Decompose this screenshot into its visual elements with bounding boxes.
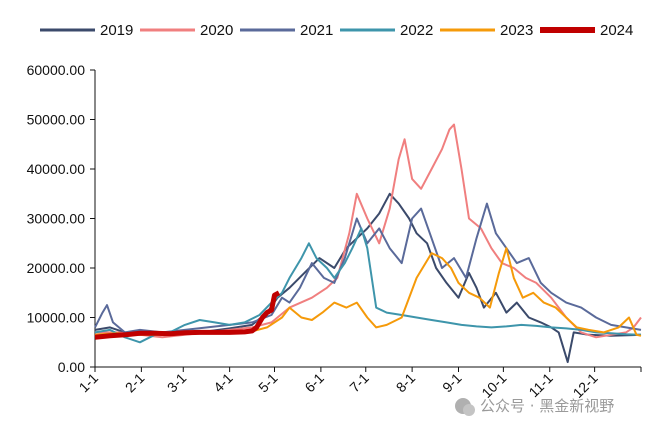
legend: 2019 2020 2021 2022 2023 2024 <box>40 22 633 39</box>
y-tick-label: 50000.00 <box>27 112 86 128</box>
series-line-2019 <box>94 192 642 364</box>
y-tick-label: 0.00 <box>58 359 85 375</box>
watermark-text: 公众号 · 黑金新视野 <box>480 397 614 415</box>
legend-label-2022: 2022 <box>400 22 433 39</box>
legend-label-2019: 2019 <box>100 22 133 39</box>
x-tick-label: 5-1 <box>255 370 281 396</box>
x-tick-label: 6-1 <box>301 370 327 396</box>
series-line-2021 <box>94 202 642 334</box>
y-tick-label: 30000.00 <box>27 211 86 227</box>
series-line-2024 <box>94 290 281 340</box>
series-line-2022 <box>94 227 642 344</box>
x-tick-label: 3-1 <box>164 370 190 396</box>
watermark: 公众号 · 黑金新视野 <box>455 397 614 416</box>
y-tick-label: 10000.00 <box>27 310 86 326</box>
legend-label-2021: 2021 <box>300 22 333 39</box>
y-tick-label: 20000.00 <box>27 260 86 276</box>
x-tick-label: 4-1 <box>210 370 236 396</box>
y-ticks: 0.00 10000.00 20000.00 30000.00 40000.00 5000… <box>27 62 95 375</box>
series-group <box>94 123 642 364</box>
x-tick-label: 9-1 <box>439 370 465 396</box>
legend-label-2023: 2023 <box>500 22 533 39</box>
series-line-2023 <box>94 247 642 337</box>
legend-label-2024: 2024 <box>600 22 633 39</box>
x-tick-label: 11-1 <box>525 370 556 401</box>
x-tick-label: 7-1 <box>346 370 372 396</box>
legend-label-2020: 2020 <box>200 22 233 39</box>
wechat-icon-inner <box>463 404 475 416</box>
y-tick-label: 40000.00 <box>27 161 86 177</box>
x-ticks: 1-1 2-1 3-1 4-1 5-1 6-1 7-1 8-1 9-1 10-1 11-1 12-1 <box>75 367 642 401</box>
series-line-2020 <box>95 123 642 339</box>
x-tick-label: 2-1 <box>122 370 148 396</box>
y-tick-label: 60000.00 <box>27 62 86 78</box>
x-tick-label: 8-1 <box>393 370 419 396</box>
